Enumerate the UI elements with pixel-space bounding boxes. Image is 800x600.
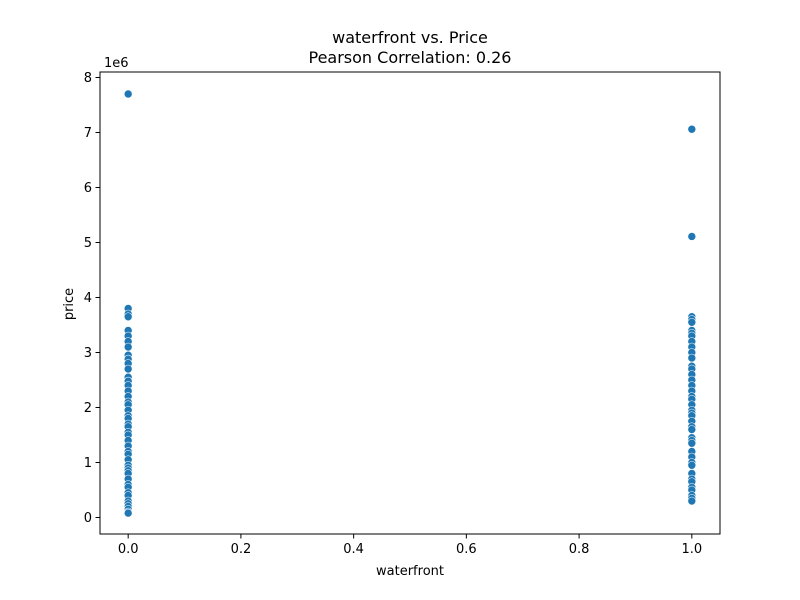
y-axis-offset-label: 1e6	[104, 56, 129, 71]
x-axis-ticks: 0.0 0.2 0.4 0.6 0.8 1.0	[118, 534, 702, 557]
y-tick-label: 7	[84, 126, 92, 141]
data-point	[687, 496, 697, 506]
data-point	[687, 124, 697, 134]
data-point	[123, 364, 133, 374]
chart-title: waterfront vs. Price	[332, 28, 488, 47]
x-tick-label: 0.6	[456, 542, 477, 557]
x-tick-label: 0.2	[231, 542, 252, 557]
chart-subtitle: Pearson Correlation: 0.26	[309, 48, 512, 67]
y-tick-label: 8	[84, 71, 92, 86]
y-tick-label: 5	[84, 236, 92, 251]
data-point	[687, 438, 697, 448]
y-tick-label: 3	[84, 346, 92, 361]
data-point	[687, 353, 697, 363]
data-point	[687, 232, 697, 241]
y-axis-ticks: 0 1 2 3 4 5 6 7 8	[84, 71, 100, 526]
y-tick-label: 1	[84, 456, 92, 471]
y-tick-label: 2	[84, 401, 92, 416]
data-points	[123, 89, 697, 518]
data-point	[687, 460, 697, 470]
data-point	[123, 312, 133, 322]
data-point	[123, 342, 133, 352]
data-point	[687, 425, 697, 434]
data-point	[687, 317, 697, 327]
data-point	[123, 89, 133, 99]
x-tick-label: 0.4	[343, 542, 364, 557]
x-tick-label: 1.0	[681, 542, 702, 557]
x-tick-label: 0.0	[118, 542, 139, 557]
x-axis-label: waterfront	[376, 564, 444, 579]
y-tick-label: 6	[84, 181, 92, 196]
y-tick-label: 4	[84, 291, 92, 306]
y-axis-label: price	[62, 288, 77, 320]
data-point	[123, 508, 133, 518]
x-tick-label: 0.8	[569, 542, 590, 557]
y-tick-label: 0	[84, 511, 92, 526]
plot-area-frame	[99, 71, 721, 535]
